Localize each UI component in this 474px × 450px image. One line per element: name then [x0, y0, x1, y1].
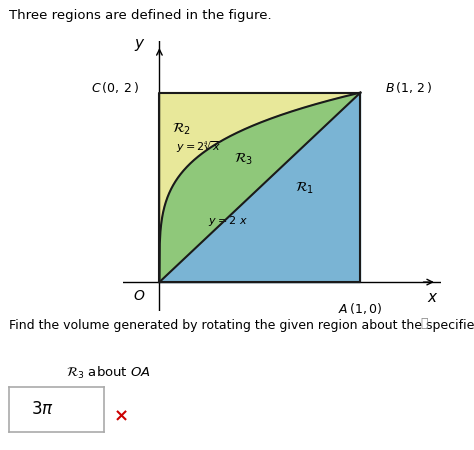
Text: $C\,(0,\,2\,)$: $C\,(0,\,2\,)$: [91, 81, 139, 95]
Text: $A\,(1,0)$: $A\,(1,0)$: [338, 301, 383, 316]
Text: $\mathbf{\times}$: $\mathbf{\times}$: [113, 407, 128, 425]
Text: $\mathcal{R}_1$: $\mathcal{R}_1$: [294, 179, 314, 196]
Text: ⓘ: ⓘ: [420, 317, 428, 330]
Text: $y = 2\sqrt[4]{x}$: $y = 2\sqrt[4]{x}$: [175, 140, 221, 155]
Text: $\mathcal{R}_3$ about $OA$: $\mathcal{R}_3$ about $OA$: [66, 364, 151, 381]
Polygon shape: [159, 93, 360, 282]
Text: Three regions are defined in the figure.: Three regions are defined in the figure.: [9, 9, 272, 22]
Text: $\mathcal{R}_3$: $\mathcal{R}_3$: [234, 151, 254, 167]
Text: $x$: $x$: [427, 290, 438, 305]
Text: $y = 2\ x$: $y = 2\ x$: [208, 215, 247, 229]
Text: $B\,(1,\,2\,)$: $B\,(1,\,2\,)$: [384, 81, 432, 95]
Polygon shape: [159, 93, 360, 282]
Text: $3\pi$: $3\pi$: [31, 400, 54, 418]
Polygon shape: [159, 93, 360, 282]
Text: $O$: $O$: [133, 289, 146, 303]
Text: $\mathcal{R}_2$: $\mathcal{R}_2$: [172, 121, 191, 137]
Text: Find the volume generated by rotating the given region about the specified line.: Find the volume generated by rotating th…: [9, 320, 474, 333]
Text: $y$: $y$: [134, 37, 145, 53]
